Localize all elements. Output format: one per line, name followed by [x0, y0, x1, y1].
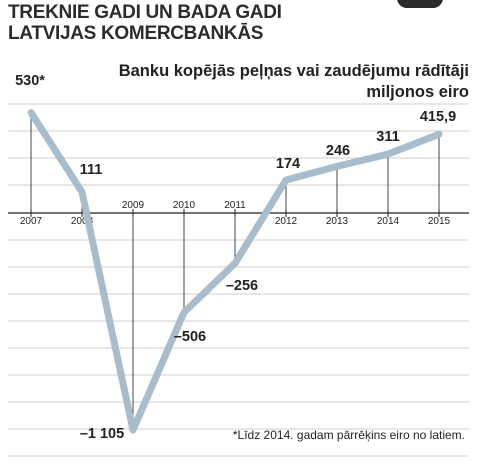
data-labels: 530* 111 –1 105 –506 –256 174 246 311 415,9	[15, 73, 456, 442]
x-tick-label: 2013	[326, 216, 349, 227]
chart-title-block: Banku kopējās peļņas vai zaudējumu rādīt…	[119, 61, 469, 103]
x-tick-label: 2007	[20, 216, 43, 227]
series-line-group	[27, 109, 443, 434]
x-tick-label: 2014	[377, 216, 400, 227]
chart-subtitle: miljonos eiro	[366, 83, 469, 101]
series-line	[27, 109, 443, 434]
x-tick-label: 2010	[173, 200, 196, 211]
decorative-shape	[397, 0, 443, 8]
data-label: 530*	[15, 73, 45, 89]
x-tick-label: 2009	[122, 200, 145, 211]
grid-lines	[8, 103, 469, 457]
x-tick-label: 2012	[275, 216, 298, 227]
data-label: –256	[226, 278, 258, 294]
data-label: –1 105	[80, 426, 124, 442]
x-tick-label: 2008	[71, 216, 94, 227]
data-label: –506	[174, 329, 206, 345]
data-label: 174	[276, 156, 300, 172]
data-label: 311	[376, 129, 399, 145]
data-label: 415,9	[420, 109, 456, 125]
headline-line-1: TREKNIE GADI UN BADA GADI	[8, 2, 282, 23]
data-label: 111	[80, 162, 103, 178]
x-ticks: 2007 2008 2009 2010 2011 2012 2013 2014 2015	[20, 200, 451, 227]
headline-line-2: LATVIJAS KOMERCBANKĀS	[8, 23, 264, 44]
x-tick-label: 2011	[224, 200, 246, 211]
drop-lines	[30, 112, 440, 431]
footnote: *Līdz 2014. gadam pārrēķins eiro no lati…	[232, 428, 465, 442]
data-label: 246	[326, 143, 350, 159]
x-tick-label: 2015	[428, 216, 451, 227]
chart-title: Banku kopējās peļņas vai zaudējumu rādīt…	[118, 62, 469, 80]
headline: TREKNIE GADI UN BADA GADI LATVIJAS KOMER…	[8, 2, 282, 44]
